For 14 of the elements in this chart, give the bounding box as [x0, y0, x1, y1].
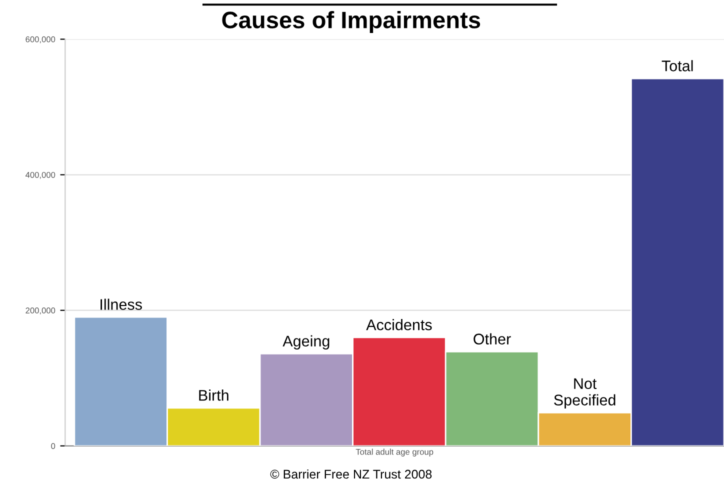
x-tick-label: Birth: [199, 390, 228, 401]
x-tick-label: Total: [662, 60, 693, 72]
y-tick-label: 600,000: [26, 36, 56, 44]
y-tick-label: 200,000: [26, 308, 56, 314]
y-tick-label: 0: [51, 443, 56, 449]
text: © Barrier Free NZ Trust 2008: [270, 469, 432, 479]
x-tick-label: Ageing: [282, 335, 330, 350]
chart-title: Causes of Impairments: [222, 11, 480, 34]
x-tick-label: Illness: [100, 298, 142, 310]
y-tick-label: 400,000: [26, 172, 56, 179]
x-tick-label: Accidents: [366, 319, 432, 330]
x-tick-label: Other: [474, 333, 511, 344]
x-tick-label: Not Specified: [554, 378, 616, 409]
x-axis-title: Total adult age group: [356, 448, 434, 456]
